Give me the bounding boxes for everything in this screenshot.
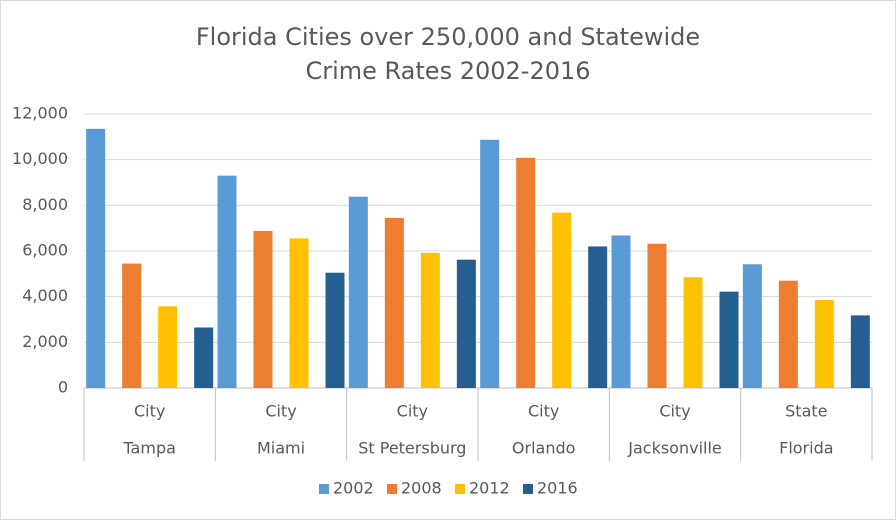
bar	[850, 315, 870, 388]
x-tick-label: Jacksonville	[627, 439, 722, 458]
y-tick-label: 12,000	[12, 104, 68, 123]
legend-label: 2008	[401, 479, 442, 498]
legend-label: 2016	[537, 479, 578, 498]
y-tick-label: 2,000	[22, 332, 68, 351]
y-tick-label: 8,000	[22, 195, 68, 214]
x-group-label: City	[134, 402, 165, 421]
bar	[814, 300, 834, 388]
y-tick-label: 10,000	[12, 149, 68, 168]
bar	[289, 238, 309, 388]
x-tick-label: Miami	[257, 439, 305, 458]
bar	[348, 196, 368, 388]
bar	[122, 263, 142, 388]
x-tick-label: Orlando	[512, 439, 576, 458]
y-tick-label: 4,000	[22, 286, 68, 305]
legend-label: 2002	[333, 479, 374, 498]
y-tick-label: 0	[58, 378, 68, 397]
x-tick-label: Tampa	[122, 439, 175, 458]
legend-label: 2012	[469, 479, 510, 498]
y-tick-label: 6,000	[22, 241, 68, 260]
x-group-label: City	[659, 402, 690, 421]
bar	[683, 277, 703, 388]
bar	[420, 252, 440, 388]
bar	[719, 291, 739, 388]
bar	[158, 306, 178, 388]
x-tick-label: Florida	[779, 439, 833, 458]
bar	[384, 217, 404, 388]
bar	[742, 264, 762, 388]
bar	[647, 243, 667, 388]
bar	[778, 280, 798, 388]
legend-swatch	[455, 484, 465, 494]
bar	[516, 157, 536, 388]
bar	[253, 230, 273, 388]
bar	[194, 327, 214, 388]
bar	[86, 128, 106, 388]
bar	[552, 212, 572, 388]
chart-title: Florida Cities over 250,000 and Statewid…	[196, 23, 700, 51]
bar	[325, 272, 345, 388]
legend-swatch	[319, 484, 329, 494]
legend-swatch	[523, 484, 533, 494]
x-group-label: City	[265, 402, 296, 421]
bar	[588, 246, 608, 388]
bar	[480, 139, 500, 388]
chart-title: Crime Rates 2002-2016	[305, 57, 590, 85]
x-tick-label: St Petersburg	[358, 439, 466, 458]
bar	[217, 175, 237, 388]
legend-swatch	[387, 484, 397, 494]
bar	[611, 235, 631, 388]
x-group-label: State	[785, 402, 827, 421]
bar	[456, 259, 476, 388]
x-group-label: City	[528, 402, 559, 421]
x-group-label: City	[397, 402, 428, 421]
